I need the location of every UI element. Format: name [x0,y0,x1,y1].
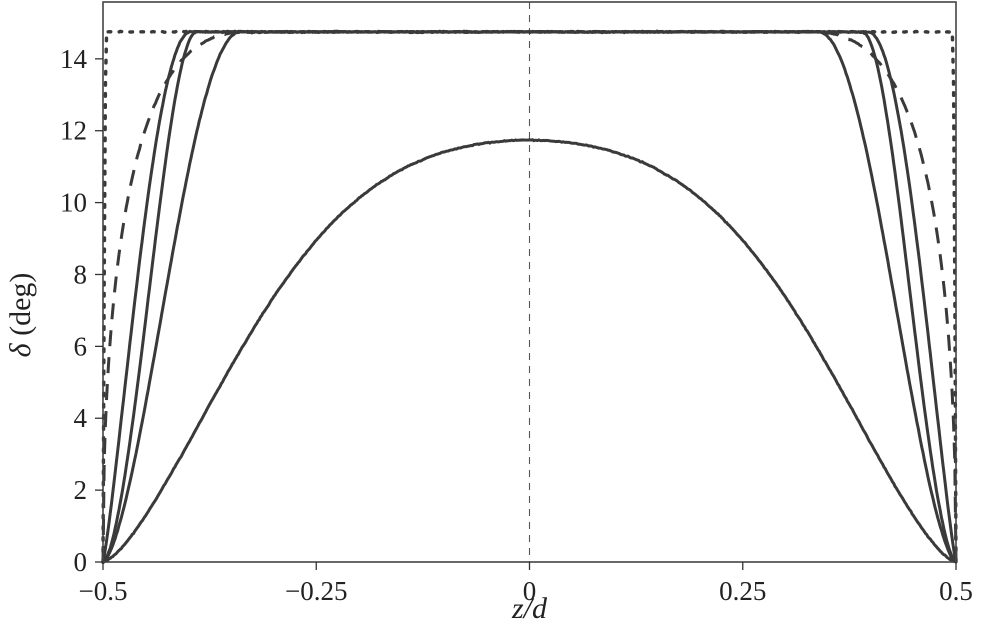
svg-text:0: 0 [74,547,88,577]
svg-text:4: 4 [74,403,88,433]
svg-text:6: 6 [74,331,88,361]
svg-text:0.5: 0.5 [939,576,973,606]
svg-text:8: 8 [74,259,88,289]
svg-text:−0.25: −0.25 [285,576,347,606]
svg-text:0.25: 0.25 [719,576,766,606]
svg-text:δ (deg): δ (deg) [4,273,37,358]
svg-text:10: 10 [60,188,87,218]
svg-text:2: 2 [74,475,88,505]
svg-text:−0.5: −0.5 [79,576,128,606]
svg-text:0: 0 [523,576,537,606]
svg-text:12: 12 [60,116,87,146]
svg-text:14: 14 [60,44,88,74]
